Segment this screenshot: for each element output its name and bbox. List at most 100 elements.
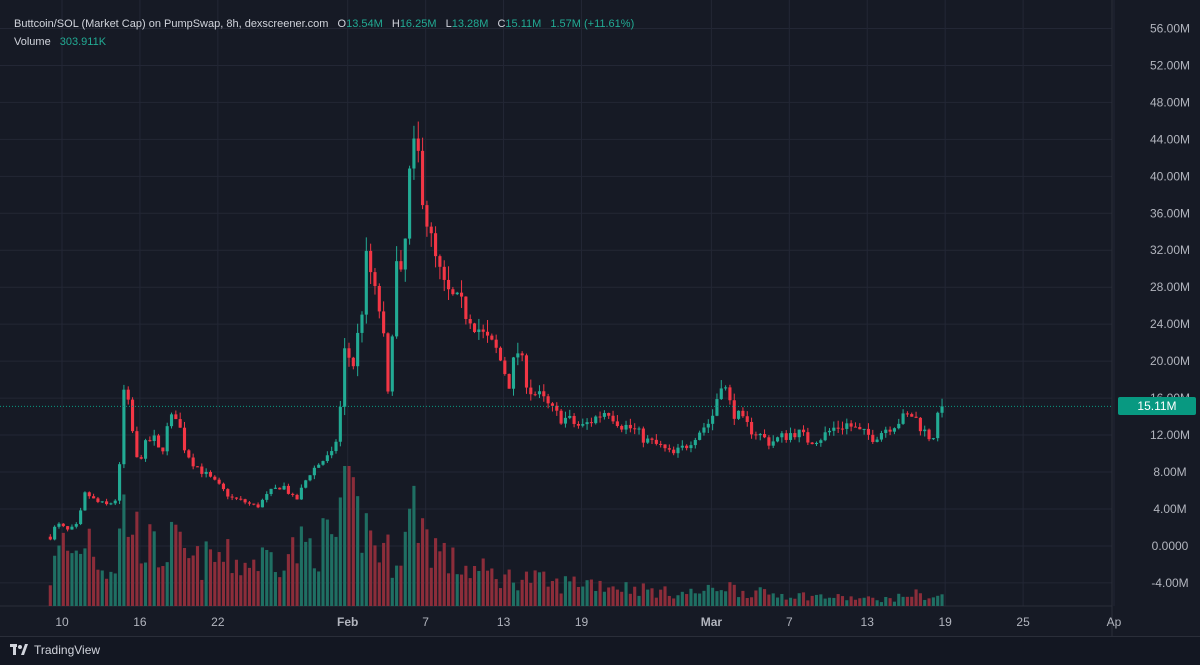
candle-body (126, 389, 130, 400)
candle (680, 440, 684, 451)
candle-body (711, 415, 715, 424)
candle (576, 421, 580, 429)
candle (745, 411, 749, 427)
volume-bar (884, 596, 888, 606)
volume-bar (741, 590, 745, 606)
candle (273, 484, 277, 489)
candle-body (628, 424, 632, 429)
volume-bar (927, 598, 931, 606)
time-axis[interactable]: 10 16 22 Feb 7 13 19 Mar 7 13 19 25 Ap (55, 615, 1121, 629)
symbol-title[interactable]: Buttcoin/SOL (Market Cap) on PumpSwap, 8… (14, 18, 329, 30)
candle-body (676, 447, 680, 454)
low-label: L (445, 18, 452, 30)
candle (879, 430, 883, 442)
volume-bar (230, 573, 234, 606)
candle (520, 351, 524, 362)
volume-bar (602, 591, 606, 606)
candle-body (390, 336, 394, 392)
candle-body (226, 489, 230, 497)
volume-bar (858, 598, 862, 606)
volume-label[interactable]: Volume (14, 36, 51, 48)
candle (187, 449, 191, 459)
volume-bar (360, 552, 364, 606)
candle (741, 407, 745, 418)
candle (628, 418, 632, 433)
volume-bar (685, 594, 689, 606)
volume-bar (598, 580, 602, 606)
candle (568, 409, 572, 420)
volume-bar (663, 586, 667, 606)
candle (689, 441, 693, 453)
candle-body (849, 423, 853, 427)
candle-body (377, 286, 381, 312)
volume-bar (840, 596, 845, 606)
candle-body (685, 445, 689, 449)
volume-bar (351, 477, 355, 606)
y-tick-label: 52.00M (1150, 58, 1190, 72)
candle (615, 415, 619, 428)
candle-body (165, 426, 169, 452)
candle (92, 493, 96, 499)
volume-bar (204, 541, 208, 606)
volume-bar (100, 570, 104, 606)
candle (754, 431, 758, 440)
volume-bar (70, 553, 74, 606)
candle (823, 426, 827, 442)
volume-bar (273, 572, 277, 606)
candle (875, 436, 879, 443)
y-tick-label: -4.00M (1151, 576, 1188, 590)
candle-body (230, 496, 234, 498)
candle-body (871, 434, 875, 442)
volume-bar (325, 519, 329, 606)
candle-body (641, 428, 645, 443)
candle-body (182, 427, 187, 451)
candle (174, 410, 178, 420)
candle (784, 430, 788, 443)
volume-bar (650, 588, 654, 606)
candle (797, 429, 801, 443)
candle (589, 417, 593, 427)
candle (373, 268, 377, 295)
candle-body (784, 433, 788, 440)
volume-bar (888, 598, 892, 606)
tradingview-logo[interactable]: TradingView (10, 643, 100, 657)
candle-body (278, 487, 282, 490)
y-tick-label: 24.00M (1150, 317, 1190, 331)
candle-body (845, 423, 849, 429)
candle-body (611, 415, 615, 422)
candle-body (758, 434, 762, 436)
candle-body (581, 424, 585, 426)
volume-bar (317, 571, 321, 606)
volume-bar (195, 546, 200, 606)
candle-body (689, 445, 693, 449)
volume-bar (680, 591, 684, 606)
candle-body (382, 311, 386, 334)
candle-body (555, 405, 559, 411)
candle-body (343, 348, 347, 407)
volume-bar (481, 558, 485, 606)
candle-body (750, 421, 754, 435)
price-axis[interactable]: 56.00M 52.00M 48.00M 44.00M 40.00M 36.00M 32.0… (1150, 21, 1190, 589)
candle (940, 398, 944, 418)
candle (213, 475, 217, 481)
volume-bar (901, 596, 905, 606)
volume-bar (559, 593, 563, 606)
candle (806, 427, 810, 446)
candle (208, 470, 213, 478)
candle (122, 384, 126, 469)
volume-bar (109, 571, 113, 606)
volume-bar (61, 532, 65, 606)
candle-body (542, 391, 546, 397)
candle (672, 446, 676, 456)
x-tick-label: Feb (337, 615, 358, 629)
candle (130, 397, 135, 434)
volume-bar (754, 590, 758, 606)
candle-body (702, 427, 706, 433)
candle-body (568, 415, 572, 418)
candle-body (550, 403, 555, 406)
volume-bar (442, 542, 446, 606)
volume-bar (910, 596, 914, 606)
candle-body (252, 503, 256, 505)
candle (468, 314, 472, 329)
